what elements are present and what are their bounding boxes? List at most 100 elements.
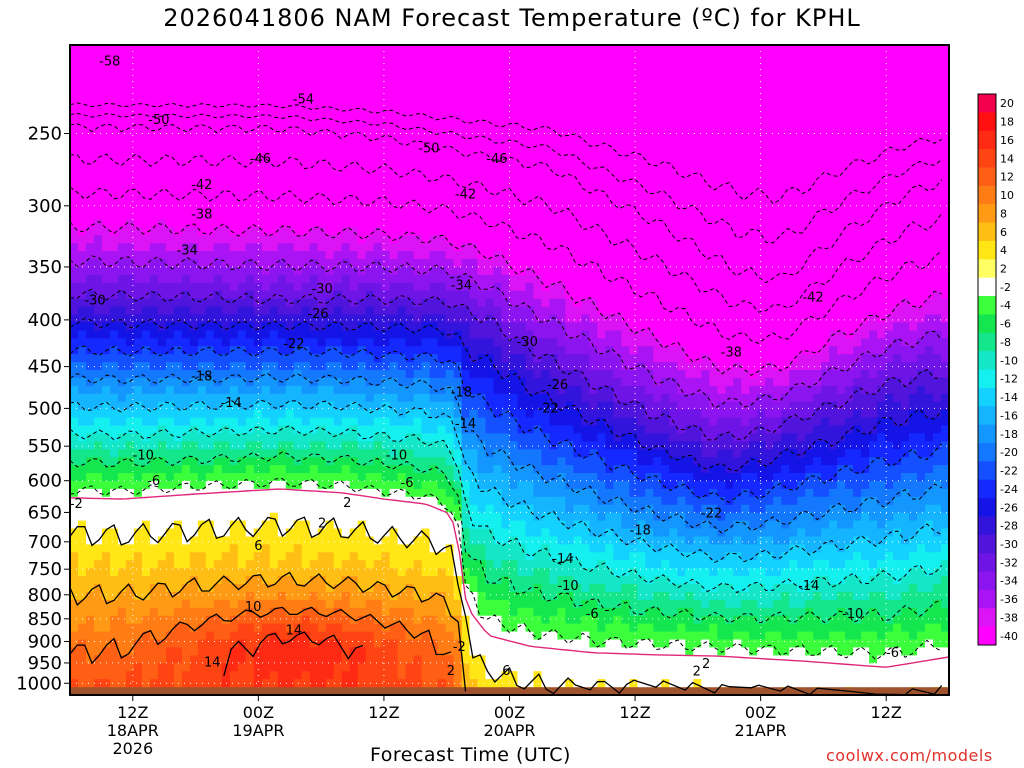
field-cell xyxy=(341,346,351,355)
field-cell xyxy=(405,481,415,490)
field-cell xyxy=(549,156,559,165)
field-cell xyxy=(229,156,239,165)
field-cell xyxy=(141,393,151,403)
field-cell xyxy=(413,552,423,561)
field-cell xyxy=(293,663,303,672)
field-cell xyxy=(349,409,359,419)
field-cell xyxy=(102,520,111,530)
field-cell xyxy=(237,298,247,308)
field-cell xyxy=(245,655,255,664)
field-cell xyxy=(293,251,303,260)
field-cell xyxy=(70,306,79,316)
field-cell xyxy=(381,409,391,419)
field-cell xyxy=(357,52,367,62)
field-cell xyxy=(477,52,487,62)
field-cell xyxy=(429,496,439,506)
field-cell xyxy=(205,504,215,514)
field-cell xyxy=(213,584,223,593)
field-cell xyxy=(94,568,103,577)
field-cell xyxy=(477,639,487,648)
field-cell xyxy=(453,393,463,403)
field-cell xyxy=(141,607,151,617)
field-cell xyxy=(213,607,223,617)
field-cell xyxy=(125,132,135,141)
field-cell xyxy=(141,52,151,62)
field-cell xyxy=(421,433,431,442)
field-cell xyxy=(445,227,455,236)
field-cell xyxy=(349,338,359,347)
field-cell xyxy=(229,481,239,490)
field-cell xyxy=(461,203,471,212)
field-cell xyxy=(381,457,391,466)
field-cell xyxy=(277,84,287,94)
field-cell xyxy=(429,100,439,109)
field-cell xyxy=(125,544,135,553)
field-cell xyxy=(285,68,295,78)
field-cell xyxy=(549,179,559,189)
field-cell xyxy=(325,243,335,252)
field-cell xyxy=(509,52,519,62)
field-cell xyxy=(141,211,151,220)
field-cell xyxy=(333,639,343,648)
field-cell xyxy=(453,552,463,561)
field-cell xyxy=(469,163,479,173)
field-cell xyxy=(525,568,535,577)
field-cell xyxy=(493,401,503,411)
field-cell xyxy=(181,52,191,62)
field-cell xyxy=(293,259,303,268)
field-cell xyxy=(149,504,159,514)
field-cell xyxy=(501,163,511,173)
field-cell xyxy=(293,132,303,141)
field-cell xyxy=(165,457,175,466)
field-cell xyxy=(117,76,127,86)
field-cell xyxy=(261,401,271,411)
field-cell xyxy=(453,108,463,117)
field-cell xyxy=(309,100,319,109)
field-cell xyxy=(277,425,287,434)
field-cell xyxy=(517,615,527,625)
field-cell xyxy=(357,290,367,300)
field-cell xyxy=(405,655,415,664)
field-cell xyxy=(317,322,327,331)
field-cell xyxy=(317,623,327,633)
field-cell xyxy=(461,259,471,268)
field-cell xyxy=(70,203,79,212)
field-cell xyxy=(78,298,87,308)
field-cell xyxy=(309,576,319,585)
field-cell xyxy=(301,647,311,656)
field-cell xyxy=(397,179,407,189)
field-cell xyxy=(413,156,423,165)
field-cell xyxy=(405,599,415,609)
field-cell xyxy=(405,362,415,371)
field-cell xyxy=(517,330,527,339)
field-cell xyxy=(173,599,183,609)
field-cell xyxy=(453,631,463,641)
field-cell xyxy=(429,409,439,419)
field-cell xyxy=(269,631,279,641)
field-cell xyxy=(357,124,367,133)
field-cell xyxy=(373,92,383,102)
field-cell xyxy=(509,203,519,212)
field-cell xyxy=(397,504,407,514)
field-cell xyxy=(437,187,447,197)
field-cell xyxy=(110,465,119,474)
field-cell xyxy=(549,235,559,244)
field-cell xyxy=(125,116,135,125)
field-cell xyxy=(541,385,551,395)
field-cell xyxy=(189,607,199,617)
field-cell xyxy=(405,282,415,292)
field-cell xyxy=(149,488,159,498)
field-cell xyxy=(285,306,295,316)
field-cell xyxy=(405,267,415,276)
field-cell xyxy=(197,219,207,228)
field-cell xyxy=(245,45,255,54)
field-cell xyxy=(349,631,359,641)
field-cell xyxy=(293,520,303,530)
field-cell xyxy=(357,671,367,680)
field-cell xyxy=(485,473,495,482)
field-cell xyxy=(102,473,111,482)
field-cell xyxy=(277,274,287,284)
field-cell xyxy=(453,607,463,617)
field-cell xyxy=(445,520,455,530)
field-cell xyxy=(78,465,87,474)
